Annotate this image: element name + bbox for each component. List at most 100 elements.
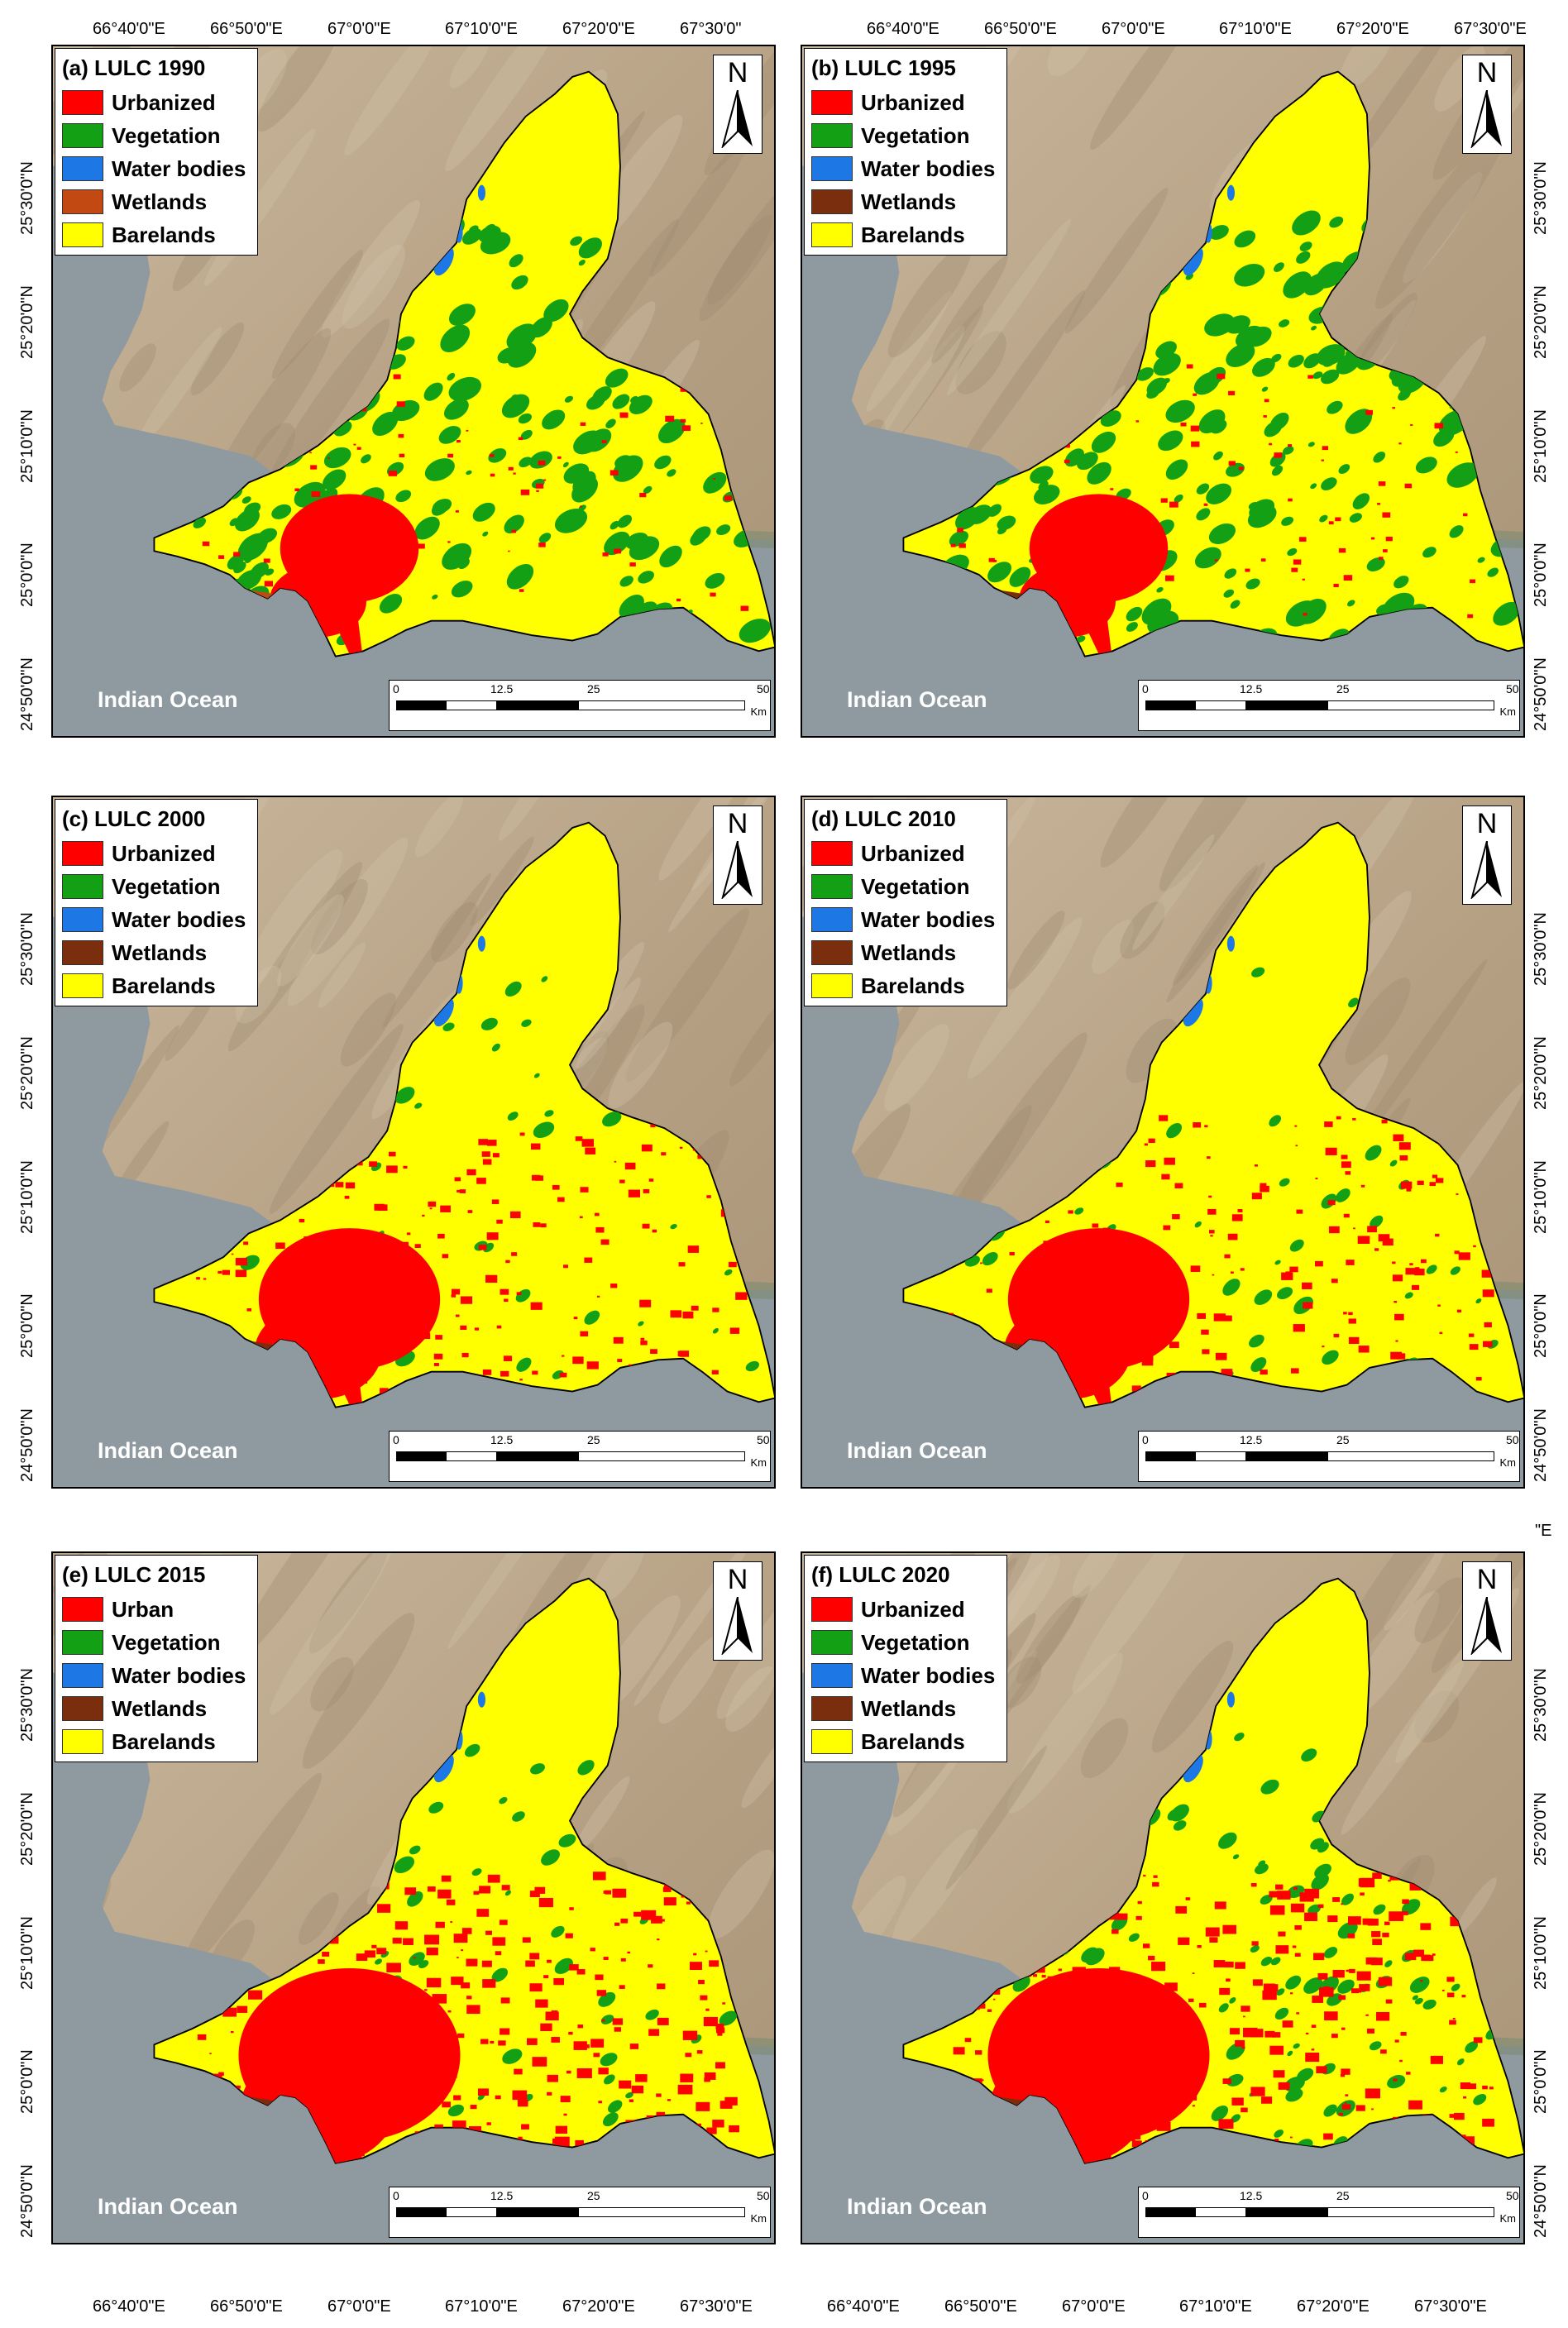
map-legend: (a) LULC 1990 Urbanized Vegetation Water bo…	[55, 48, 258, 256]
top-longitude-label: 67°20'0"E	[1336, 20, 1409, 38]
right-latitude-label: 25°0'0"N	[1532, 1293, 1550, 1358]
scale-bar-segment	[1328, 701, 1494, 710]
legend-label-urban: Urbanized	[861, 1596, 965, 1622]
top-longitude-label: 67°30'0"E	[1454, 20, 1527, 38]
north-arrow: N	[713, 805, 762, 905]
legend-item-vegetation: Vegetation	[62, 119, 251, 152]
map-legend: (f) LULC 2020 Urbanized Vegetation Water bo…	[804, 1555, 1007, 1762]
legend-label-vegetation: Vegetation	[861, 1629, 970, 1655]
scale-bar-segment	[397, 2208, 447, 2216]
legend-swatch-barelands	[62, 1729, 103, 1754]
right-latitude-label: 25°10'0"N	[1532, 1160, 1550, 1234]
legend-item-urban: Urbanized	[811, 86, 1000, 119]
north-arrow-icon	[1470, 1597, 1502, 1655]
right-latitude-label: 25°20'0"N	[1532, 1792, 1550, 1866]
bottom-longitude-label: 67°10'0"E	[445, 2297, 518, 2316]
panel-title: (b) LULC 1995	[811, 55, 956, 80]
legend-swatch-wetlands	[62, 1696, 103, 1721]
map-legend: (e) LULC 2015 Urban Vegetation Water bodies…	[55, 1555, 258, 1762]
legend-item-water-bodies: Water bodies	[62, 1659, 251, 1692]
legend-label-vegetation: Vegetation	[112, 122, 221, 148]
scale-bar-segment	[579, 2208, 744, 2216]
legend-item-urban: Urbanized	[62, 86, 251, 119]
legend-swatch-vegetation	[62, 1630, 103, 1655]
legend-label-barelands: Barelands	[861, 1728, 965, 1754]
top-longitude-label: 66°50'0"E	[984, 20, 1057, 38]
scale-bar-segment	[1146, 701, 1196, 710]
bottom-longitude-label: 67°30'0"E	[680, 2297, 753, 2316]
scale-bar-ticks: 0 12.5 25 50	[1142, 682, 1519, 699]
legend-item-barelands: Barelands	[62, 969, 251, 1002]
legend-label-urban: Urbanized	[112, 89, 216, 115]
bottom-longitude-label: 67°0'0"E	[327, 2297, 391, 2316]
legend-item-wetlands: Wetlands	[62, 936, 251, 969]
north-arrow-label: N	[1476, 1564, 1498, 1595]
ocean-label: Indian Ocean	[98, 2194, 238, 2219]
legend-swatch-wetlands	[811, 940, 853, 965]
scale-bar-segment	[496, 1452, 579, 1460]
legend-swatch-barelands	[811, 222, 853, 247]
left-latitude-label: 25°20'0"N	[18, 1036, 36, 1110]
legend-item-vegetation: Vegetation	[811, 1626, 1000, 1659]
map-legend: (b) LULC 1995 Urbanized Vegetation Water bo…	[804, 48, 1007, 256]
top-longitude-label: 67°20'0"E	[562, 20, 635, 38]
legend-item-wetlands: Wetlands	[62, 1692, 251, 1725]
legend-swatch-water-bodies	[62, 1663, 103, 1688]
right-latitude-label: 24°50'0"N	[1532, 1408, 1550, 1482]
north-arrow-icon	[1470, 90, 1502, 148]
right-latitude-label: 25°20'0"N	[1532, 1036, 1550, 1110]
right-latitude-label: 25°20'0"N	[1532, 285, 1550, 359]
bottom-longitude-label: 67°0'0"E	[1062, 2297, 1126, 2316]
scale-tick-label: 0	[1142, 2189, 1149, 2202]
legend-swatch-urban	[62, 1597, 103, 1622]
legend-swatch-urban	[62, 90, 103, 115]
top-longitude-label: 67°10'0"E	[445, 20, 518, 38]
legend-swatch-water-bodies	[811, 1663, 853, 1688]
legend-item-vegetation: Vegetation	[62, 1626, 251, 1659]
legend-label-barelands: Barelands	[861, 973, 965, 998]
scale-bar-segment	[1328, 1452, 1494, 1460]
scale-bar-unit: Km	[750, 2212, 767, 2225]
legend-item-wetlands: Wetlands	[811, 185, 1000, 218]
scale-bar-segments	[1145, 700, 1494, 710]
legend-swatch-barelands	[62, 222, 103, 247]
top-longitude-label: 67°30'0"	[680, 20, 742, 38]
legend-item-barelands: Barelands	[811, 969, 1000, 1002]
scale-bar-ticks: 0 12.5 25 50	[1142, 1433, 1519, 1450]
bottom-longitude-label: 67°20'0"E	[562, 2297, 635, 2316]
legend-item-vegetation: Vegetation	[62, 870, 251, 903]
scale-tick-label: 50	[1506, 1433, 1519, 1446]
scale-tick-label: 12.5	[1240, 2189, 1263, 2202]
legend-swatch-water-bodies	[811, 907, 853, 932]
legend-item-water-bodies: Water bodies	[811, 1659, 1000, 1692]
legend-label-vegetation: Vegetation	[861, 873, 970, 899]
right-latitude-label: 25°10'0"N	[1532, 409, 1550, 483]
scale-tick-label: 0	[393, 2189, 399, 2202]
map-panel: (e) LULC 2015 Urban Vegetation Water bodies…	[51, 1551, 776, 2244]
map-panel: (c) LULC 2000 Urbanized Vegetation Water bo…	[51, 796, 776, 1489]
scale-bar-segment	[579, 1452, 744, 1460]
north-arrow: N	[1462, 55, 1512, 154]
ocean-label: Indian Ocean	[98, 687, 238, 712]
left-latitude-label: 24°50'0"N	[18, 2164, 36, 2238]
scale-tick-label: 12.5	[1240, 682, 1263, 696]
bottom-longitude-label: 66°50'0"E	[210, 2297, 283, 2316]
left-latitude-label: 25°30'0"N	[18, 161, 36, 235]
scale-bar: 0 12.5 25 50 Km	[1138, 1431, 1520, 1482]
legend-item-vegetation: Vegetation	[811, 870, 1000, 903]
ocean-label: Indian Ocean	[847, 2194, 987, 2219]
bottom-longitude-label: 66°40'0"E	[827, 2297, 900, 2316]
legend-item-water-bodies: Water bodies	[811, 903, 1000, 936]
scale-bar: 0 12.5 25 50 Km	[1138, 2187, 1520, 2238]
legend-label-wetlands: Wetlands	[861, 189, 957, 214]
scale-tick-label: 0	[393, 1433, 399, 1446]
right-latitude-label: 25°30'0"N	[1532, 161, 1550, 235]
scale-bar-segment	[1196, 1452, 1245, 1460]
left-latitude-label: 24°50'0"N	[18, 1408, 36, 1482]
scale-bar-segments	[1145, 1451, 1494, 1461]
scale-bar-unit: Km	[1499, 1456, 1517, 1469]
left-latitude-label: 25°10'0"N	[18, 1160, 36, 1234]
legend-label-barelands: Barelands	[112, 973, 216, 998]
legend-item-urban: Urbanized	[811, 837, 1000, 870]
legend-item-water-bodies: Water bodies	[811, 152, 1000, 185]
